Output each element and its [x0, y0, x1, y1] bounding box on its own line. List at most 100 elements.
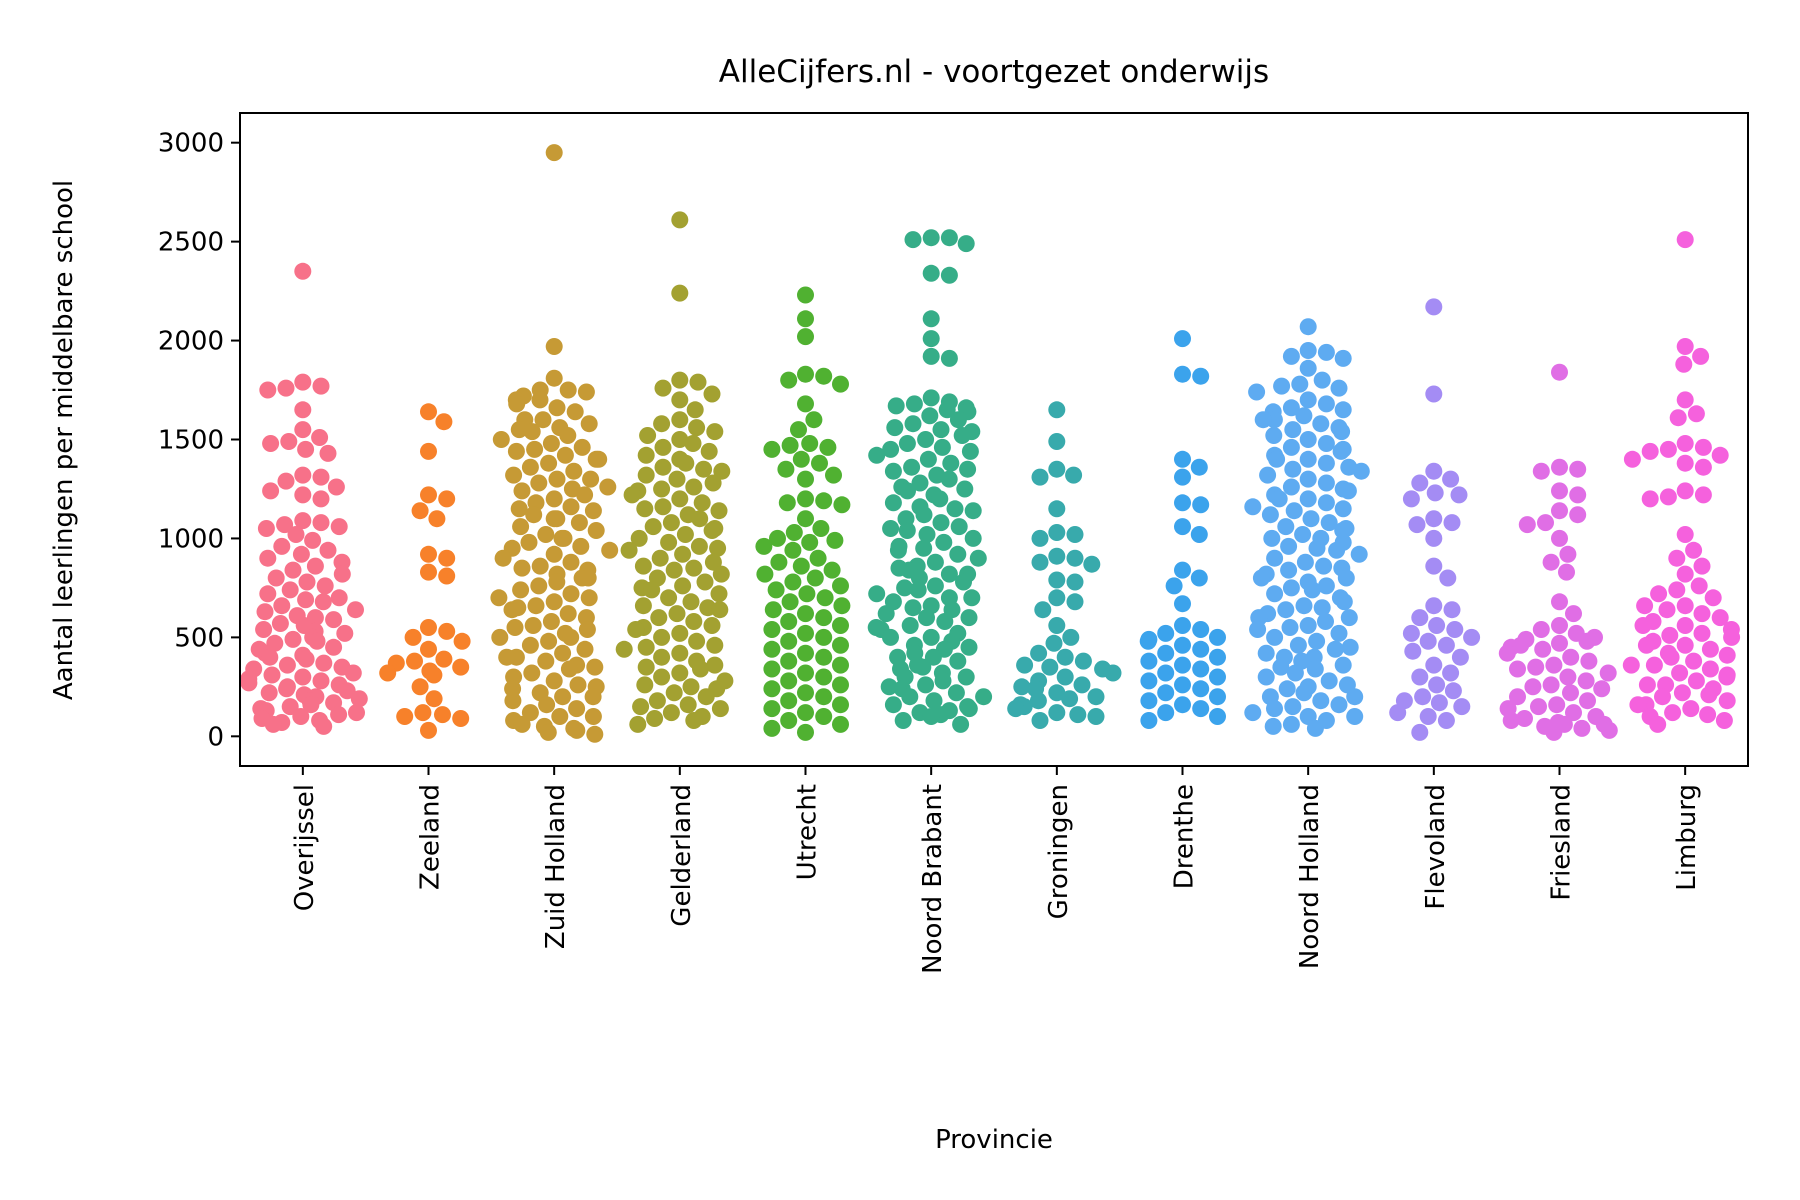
data-point [420, 641, 437, 658]
data-point [1140, 653, 1157, 670]
data-point [660, 534, 677, 551]
data-point [780, 372, 797, 389]
data-point [297, 591, 314, 608]
x-tick-label: Overijssel [290, 784, 320, 911]
data-point [454, 633, 471, 650]
data-point [704, 522, 721, 539]
data-point [655, 498, 672, 515]
data-point [801, 534, 818, 551]
data-point [712, 700, 729, 717]
data-point [294, 486, 311, 503]
data-point [906, 395, 923, 412]
data-point [797, 471, 814, 488]
data-point [313, 378, 330, 395]
data-point [815, 688, 832, 705]
data-point [815, 609, 832, 626]
data-point [579, 621, 596, 638]
data-point [1677, 338, 1694, 355]
data-point [1428, 617, 1445, 634]
data-point [1705, 589, 1722, 606]
data-point [563, 585, 580, 602]
data-point [927, 554, 944, 571]
data-point [885, 494, 902, 511]
data-point [905, 415, 922, 432]
data-point [683, 593, 700, 610]
x-tick-label: Zuid Holland [541, 784, 571, 949]
data-point [1321, 672, 1338, 689]
data-point [313, 469, 330, 486]
data-point [1718, 669, 1735, 686]
data-point [537, 653, 554, 670]
data-point [780, 653, 797, 670]
data-point [832, 657, 849, 674]
y-tick-label: 0 [207, 722, 224, 752]
data-point [396, 708, 413, 725]
data-point [1331, 625, 1348, 642]
data-point [810, 550, 827, 567]
data-point [1431, 694, 1448, 711]
x-tick-label: Flevoland [1421, 784, 1451, 910]
data-point [948, 684, 965, 701]
y-tick-label: 1000 [158, 524, 224, 554]
data-point [671, 490, 688, 507]
data-point [1088, 688, 1105, 705]
data-point [777, 461, 794, 478]
data-point [565, 463, 582, 480]
data-point [265, 716, 282, 733]
data-point [1192, 621, 1209, 638]
data-point [420, 619, 437, 636]
data-point [692, 661, 709, 678]
data-point [1452, 649, 1469, 666]
data-point [568, 722, 585, 739]
data-point [923, 708, 940, 725]
data-point [1340, 482, 1357, 499]
data-point [1069, 706, 1086, 723]
data-point [763, 720, 780, 737]
data-point [581, 589, 598, 606]
data-point [1266, 550, 1283, 567]
data-point [780, 613, 797, 630]
data-point [1624, 451, 1641, 468]
data-point [1719, 692, 1736, 709]
data-point [833, 496, 850, 513]
data-point [1716, 712, 1733, 729]
data-point [1411, 724, 1428, 741]
data-point [1140, 633, 1157, 650]
data-point [264, 667, 281, 684]
data-point [512, 581, 529, 598]
data-point [1668, 550, 1685, 567]
data-point [1685, 542, 1702, 559]
data-point [1074, 676, 1091, 693]
data-point [414, 704, 431, 721]
data-point [1425, 597, 1442, 614]
data-point [797, 490, 814, 507]
data-point [554, 530, 571, 547]
data-point [688, 419, 705, 436]
data-point [259, 382, 276, 399]
data-point [1266, 629, 1283, 646]
data-point [309, 633, 326, 650]
data-point [278, 680, 295, 697]
data-point [674, 577, 691, 594]
data-point [315, 718, 332, 735]
data-point [1300, 391, 1317, 408]
data-point [1346, 708, 1363, 725]
data-point [1067, 574, 1084, 591]
data-point [1642, 490, 1659, 507]
data-point [1548, 696, 1565, 713]
data-point [1300, 451, 1317, 468]
data-point [1075, 653, 1092, 670]
data-point [832, 637, 849, 654]
data-point [1649, 716, 1666, 733]
data-point [1565, 605, 1582, 622]
data-point [1425, 558, 1442, 575]
data-point [1174, 366, 1191, 383]
data-point [685, 479, 702, 496]
data-point [652, 550, 669, 567]
data-point [671, 391, 688, 408]
data-point [1674, 684, 1691, 701]
data-point [1551, 364, 1568, 381]
data-point [797, 625, 814, 642]
data-point [901, 688, 918, 705]
data-point [1191, 526, 1208, 543]
